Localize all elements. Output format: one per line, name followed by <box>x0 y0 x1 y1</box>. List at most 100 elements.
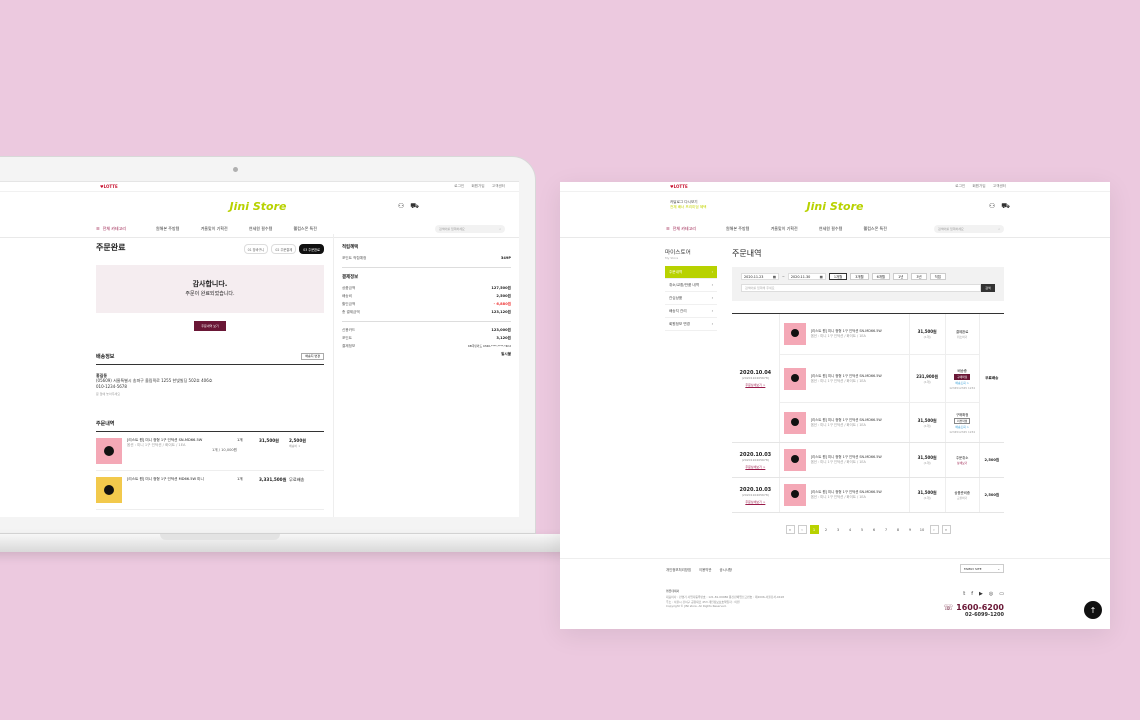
site-logo[interactable]: Jini Store <box>806 200 864 213</box>
promo-text[interactable]: 카달로그 다시보기 전체 배너 프리미엄 혜택 <box>670 200 707 210</box>
menu-item[interactable]: 겨울맞이 기획전 <box>770 225 798 231</box>
privacy-link[interactable]: 개인정보처리방침 <box>666 568 691 572</box>
period-button[interactable]: 1개월 <box>828 273 848 280</box>
notice-link[interactable]: 공시사항 <box>719 568 732 572</box>
page-button[interactable]: 9 <box>908 527 912 532</box>
search-input[interactable]: 검색어를 입력하세요 ⌕ <box>435 224 505 233</box>
page-button[interactable]: 4 <box>848 527 852 532</box>
youtube-icon[interactable]: ▶ <box>979 591 983 597</box>
join-link[interactable]: 회원가입 <box>972 184 986 188</box>
page-button[interactable]: 3 <box>836 527 840 532</box>
terms-link[interactable]: 이용약관 <box>698 568 712 572</box>
product-thumbnail[interactable] <box>783 484 806 506</box>
twitter-icon[interactable]: 𝕥 <box>962 591 966 597</box>
facebook-icon[interactable]: f <box>971 591 974 597</box>
search-icon[interactable]: ⌕ <box>998 226 1000 231</box>
status-sub[interactable]: 교환하기 <box>957 496 968 500</box>
page-button[interactable]: 8 <box>896 527 900 532</box>
prev-page-button[interactable]: ‹ <box>797 525 807 534</box>
menu-item[interactable]: 연세원 필수템 <box>248 225 273 231</box>
confirm-purchase-button[interactable]: 구매확정 <box>954 373 971 380</box>
calendar-icon[interactable]: ▦ <box>772 275 776 279</box>
product-name[interactable]: [리스트 원] 미니 정형 1구 인덕션 SN-MD66.5W <box>810 490 882 495</box>
product-thumbnail[interactable] <box>96 437 122 464</box>
search-icon[interactable]: ⌕ <box>499 226 501 231</box>
product-thumbnail[interactable] <box>783 323 806 345</box>
page-button[interactable]: 1 <box>809 525 819 534</box>
cs-link[interactable]: 고객센터 <box>491 184 505 188</box>
product-name[interactable]: [리스트 원] 미니 정형 1구 인덕션 SN-MD66.5W <box>127 437 203 442</box>
calendar-icon[interactable]: ▦ <box>819 275 823 279</box>
page-button[interactable]: 7 <box>884 527 888 532</box>
page-button[interactable]: 10 <box>919 527 925 532</box>
period-button[interactable]: 3년 <box>911 273 927 280</box>
search-button[interactable]: 검색 <box>981 284 995 292</box>
sidebar-item-profile[interactable]: 회원정보 변경 › <box>665 318 717 331</box>
search-input[interactable]: 검색어를 입력하세요 ⌕ <box>934 224 1004 233</box>
sidebar-item-addresses[interactable]: 배송지 관리 › <box>665 305 717 318</box>
login-link[interactable]: 로그인 <box>955 184 966 188</box>
category-button[interactable]: ☰ 전체 카테고리 <box>666 226 696 232</box>
chat-icon[interactable]: ▭ <box>999 591 1004 597</box>
sidebar-item-wishlist[interactable]: 관심상품 › <box>665 292 717 305</box>
lotte-logo[interactable]: ♥LOTTE <box>670 184 688 189</box>
product-thumbnail[interactable] <box>783 367 806 390</box>
period-button[interactable]: 3개월 <box>850 273 869 280</box>
change-address-button[interactable]: 배송지 변경 <box>301 353 324 360</box>
menu-icon: ☰ <box>96 226 100 231</box>
product-name[interactable]: [리스트 원] 미니 정형 1구 인덕션 SN-MD66.5W <box>810 329 882 334</box>
period-button[interactable]: 6개월 <box>871 273 891 280</box>
order-detail-link[interactable]: 주문상세보기 > <box>745 499 766 504</box>
menu-item[interactable]: 연세원 필수템 <box>818 225 843 231</box>
product-name[interactable]: [리스트 원] 미니 정형 1구 인덕션 SN-MD66.5W <box>810 373 882 378</box>
period-button[interactable]: 직접 <box>929 273 946 280</box>
menu-item[interactable]: 원해본 주방템 <box>725 225 750 231</box>
product-name[interactable]: [리스트 원] 미니 정형 1구 인덕션 SN-MD66.5W <box>810 455 882 460</box>
date-to-input[interactable]: 2020.11.30 ▦ <box>787 273 826 280</box>
product-thumbnail[interactable] <box>783 411 806 434</box>
product-thumbnail[interactable] <box>96 476 122 503</box>
menu-item[interactable]: 웰컴스몬 특전 <box>863 225 887 231</box>
user-icon[interactable]: ⚇ <box>988 202 996 210</box>
sidebar-item-returns[interactable]: 취소/교환/반품 내역 › <box>665 279 717 292</box>
cs-link[interactable]: 고객센터 <box>992 184 1006 188</box>
family-site-select[interactable]: FAMILY SITE ⌄ <box>960 564 1004 573</box>
sidebar-item-orders[interactable]: 주문내역 › <box>665 266 717 279</box>
order-status: 주문취소 상세보기 <box>944 443 979 477</box>
instagram-icon[interactable]: ◎ <box>988 591 994 597</box>
last-page-button[interactable]: » <box>941 525 951 534</box>
next-page-button[interactable]: › <box>929 525 939 534</box>
product-name[interactable]: [리스트 원] 미니 정형 1구 인덕션 MD66.5W 미니 <box>127 476 204 481</box>
user-icon[interactable]: ⚇ <box>397 202 405 210</box>
view-orders-button[interactable]: 주문내역 보기 <box>194 321 226 331</box>
write-review-button[interactable]: 리뷰작성 <box>954 417 971 424</box>
page-button[interactable]: 6 <box>872 527 876 532</box>
date-from-input[interactable]: 2020.11.23 ▦ <box>741 273 779 280</box>
status-sub[interactable]: 상세보기 <box>957 461 968 465</box>
site-logo[interactable]: Jini Store <box>229 200 287 213</box>
order-detail-link[interactable]: 주문상세보기 > <box>745 382 766 387</box>
lotte-logo[interactable]: ♥LOTTE <box>100 184 118 189</box>
login-link[interactable]: 로그인 <box>454 184 465 188</box>
tracking-link[interactable]: 배송조회 > <box>955 424 969 429</box>
product-name[interactable]: [리스트 원] 미니 정형 1구 인덕션 SN-MD66.5W <box>810 417 882 422</box>
menu-item[interactable]: 겨울맞이 기획전 <box>200 225 228 231</box>
cart-icon[interactable]: ⛟ <box>1001 202 1010 210</box>
payment-label: 배송비 <box>342 294 352 298</box>
menu-item[interactable]: 원해본 주방템 <box>155 225 180 231</box>
mystore-sidebar: 마이스토어 My Store 주문내역 › 취소/교환/반품 내역 › 관심상품 › … <box>665 248 717 331</box>
join-link[interactable]: 회원가입 <box>471 184 485 188</box>
keyword-input[interactable]: 검색어를 입력해 주세요 <box>741 284 981 292</box>
period-button[interactable]: 1년 <box>893 273 909 280</box>
order-detail-link[interactable]: 주문상세보기 > <box>745 464 766 469</box>
page-button[interactable]: 5 <box>860 527 864 532</box>
first-page-button[interactable]: « <box>785 525 795 534</box>
scroll-top-button[interactable]: ↑ <box>1084 601 1102 619</box>
cart-icon[interactable]: ⛟ <box>410 202 419 210</box>
product-thumbnail[interactable] <box>783 449 806 471</box>
tracking-link[interactable]: 배송조회 > <box>955 380 969 385</box>
status-sub[interactable]: 취소하기 <box>957 335 968 339</box>
category-button[interactable]: ☰ 전체 카테고리 <box>96 226 126 232</box>
menu-item[interactable]: 웰컴스몬 특전 <box>293 225 317 231</box>
page-button[interactable]: 2 <box>824 527 828 532</box>
